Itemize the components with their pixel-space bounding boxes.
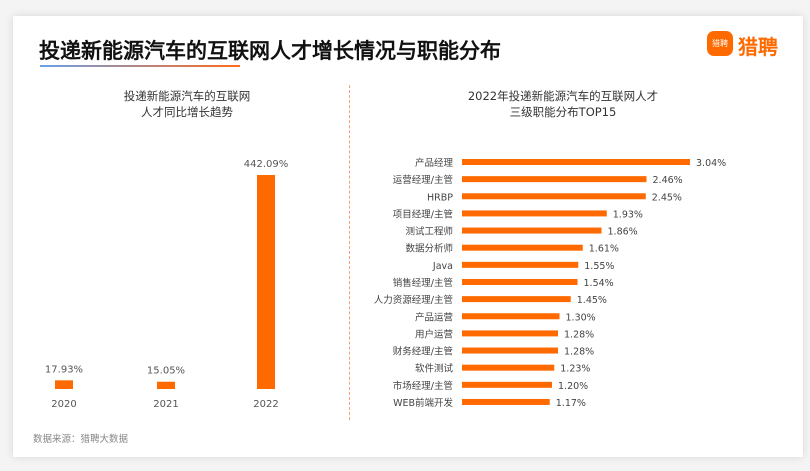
- data-label: 1.93%: [613, 209, 643, 220]
- card: [13, 16, 803, 457]
- y-tick-label: 产品运营: [415, 311, 453, 323]
- data-label: 1.28%: [564, 329, 594, 340]
- bar-row: [462, 364, 555, 371]
- data-label: 1.17%: [556, 398, 586, 409]
- y-tick-label: 销售经理/主管: [393, 277, 453, 289]
- y-tick-label: 运营经理/主管: [393, 174, 453, 186]
- y-tick-label: 软件测试: [415, 363, 454, 375]
- bar-row: [462, 159, 690, 165]
- bar-row: [462, 347, 558, 354]
- y-tick-label: 产品经理: [415, 157, 454, 169]
- data-label: 1.86%: [608, 227, 638, 238]
- bar-row: [462, 278, 578, 285]
- data-label: 1.23%: [560, 364, 590, 375]
- bar-row: [462, 261, 579, 268]
- divider: [349, 85, 350, 420]
- bar-row: [462, 330, 558, 337]
- data-label: 1.20%: [558, 381, 588, 392]
- data-label: 2.45%: [652, 192, 682, 203]
- x-tick-2020: 2020: [51, 399, 76, 410]
- bar-row: [462, 398, 550, 405]
- y-tick-label: 用户运营: [415, 328, 453, 340]
- y-tick-label: 财务经理/主管: [393, 346, 453, 358]
- y-tick-label: 测试工程师: [405, 226, 453, 238]
- data-label: 1.54%: [584, 278, 614, 289]
- bar-row: [462, 210, 607, 217]
- y-tick-label: 数据分析师: [405, 243, 453, 255]
- bar-row: [462, 176, 647, 183]
- bar-2020: [55, 380, 73, 389]
- data-label: 2.46%: [653, 175, 683, 186]
- bar-2021: [157, 381, 175, 389]
- right-chart-title: 2022年投递新能源汽车的互联网人才 三级职能分布TOP15: [448, 88, 678, 120]
- bar-row: [462, 296, 571, 303]
- y-tick-label: 市场经理/主管: [393, 380, 453, 392]
- data-label: 1.55%: [584, 261, 614, 272]
- y-tick-label: Java: [432, 261, 453, 272]
- bar-row: [462, 193, 646, 200]
- data-label-2022: 442.09%: [244, 159, 289, 170]
- bar-row: [462, 313, 560, 320]
- y-tick-label: WEB前端开发: [393, 397, 453, 409]
- title-underline: [40, 65, 240, 67]
- data-label-2020: 17.93%: [45, 364, 83, 375]
- left-chart-title-line1: 投递新能源汽车的互联网: [123, 89, 251, 103]
- logo-icon-text: 猎聘: [712, 39, 728, 48]
- bar-row: [462, 227, 602, 234]
- liepin-logo-icon: 猎聘: [707, 31, 733, 56]
- bar-row: [462, 244, 583, 251]
- y-tick-label: HRBP: [427, 192, 453, 203]
- data-label: 1.30%: [566, 312, 596, 323]
- data-label: 1.28%: [564, 347, 594, 358]
- data-source: 数据来源：猎聘大数据: [33, 434, 129, 445]
- right-chart-title-line2: 三级职能分布TOP15: [509, 105, 617, 119]
- bar-2022: [257, 175, 275, 389]
- logo-text: 猎聘: [738, 35, 778, 59]
- x-tick-2022: 2022: [253, 399, 278, 410]
- bar-row: [462, 381, 552, 388]
- left-chart-title-line2: 人才同比增长趋势: [141, 105, 233, 119]
- x-tick-2021: 2021: [153, 399, 178, 410]
- data-label-2021: 15.05%: [147, 366, 185, 377]
- left-chart-title: 投递新能源汽车的互联网 人才同比增长趋势: [97, 88, 277, 120]
- data-label: 1.61%: [589, 244, 619, 255]
- page-title: 投递新能源汽车的互联网人才增长情况与职能分布: [39, 39, 501, 63]
- data-label: 3.04%: [696, 158, 726, 169]
- y-tick-label: 项目经理/主管: [393, 208, 453, 220]
- data-label: 1.45%: [577, 295, 607, 306]
- y-tick-label: 人力资源经理/主管: [374, 294, 453, 306]
- right-chart-title-line1: 2022年投递新能源汽车的互联网人才: [467, 89, 659, 103]
